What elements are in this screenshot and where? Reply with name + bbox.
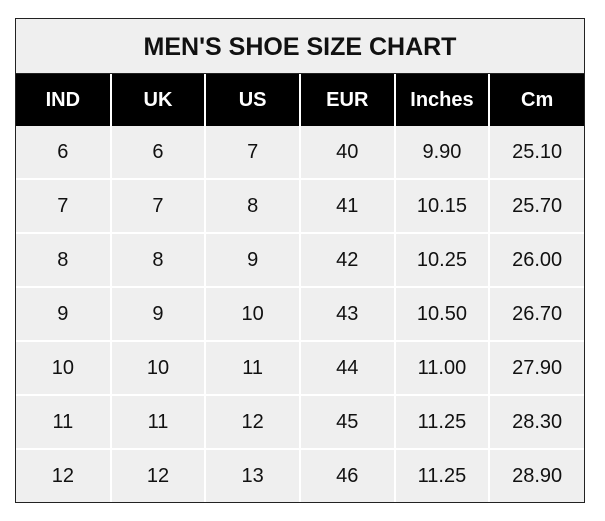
cell-ind: 6 [16,126,111,179]
cell-eur: 43 [298,286,395,341]
cell-eur: 40 [298,126,395,179]
cell-inches: 11.25 [393,394,490,449]
cell-eur: 46 [298,448,395,502]
cell-us: 9 [204,232,300,287]
cell-ind: 12 [16,448,111,502]
table-row: 11 11 12 45 11.25 28.30 [16,394,584,449]
cell-uk: 7 [109,178,206,233]
cell-inches: 10.50 [393,286,490,341]
cell-inches: 10.15 [393,178,490,233]
cell-us: 7 [204,126,300,179]
size-table: IND UK US EUR Inches Cm 6 6 7 40 9.90 25.10 7 7 8 41 10… [16,74,584,502]
column-header-eur: EUR [298,74,395,126]
cell-uk: 8 [109,232,206,287]
cell-ind: 10 [16,340,111,395]
size-chart: MEN'S SHOE SIZE CHART IND UK US EUR Inches Cm… [15,18,585,503]
table-row: 10 10 11 44 11.00 27.90 [16,340,584,395]
cell-cm: 25.10 [488,126,584,179]
table-row: 12 12 13 46 11.25 28.90 [16,448,584,502]
column-header-uk: UK [109,74,206,126]
cell-uk: 6 [109,126,206,179]
table-row: 8 8 9 42 10.25 26.00 [16,232,584,287]
cell-uk: 11 [109,394,206,449]
cell-inches: 9.90 [393,126,490,179]
cell-ind: 7 [16,178,111,233]
cell-ind: 8 [16,232,111,287]
header-row: IND UK US EUR Inches Cm [16,74,584,126]
cell-us: 12 [204,394,300,449]
cell-us: 10 [204,286,300,341]
cell-eur: 41 [298,178,395,233]
cell-cm: 28.30 [488,394,584,449]
column-header-inches: Inches [393,74,490,126]
cell-inches: 11.25 [393,448,490,502]
cell-cm: 27.90 [488,340,584,395]
table-row: 6 6 7 40 9.90 25.10 [16,126,584,179]
cell-cm: 26.70 [488,286,584,341]
column-header-us: US [204,74,300,126]
cell-ind: 11 [16,394,111,449]
cell-cm: 28.90 [488,448,584,502]
cell-inches: 10.25 [393,232,490,287]
cell-inches: 11.00 [393,340,490,395]
chart-title: MEN'S SHOE SIZE CHART [16,19,584,74]
cell-uk: 9 [109,286,206,341]
cell-eur: 45 [298,394,395,449]
column-header-ind: IND [16,74,111,126]
cell-cm: 25.70 [488,178,584,233]
table-row: 9 9 10 43 10.50 26.70 [16,286,584,341]
cell-eur: 44 [298,340,395,395]
cell-us: 11 [204,340,300,395]
column-header-cm: Cm [488,74,584,126]
cell-uk: 12 [109,448,206,502]
cell-uk: 10 [109,340,206,395]
cell-ind: 9 [16,286,111,341]
cell-us: 8 [204,178,300,233]
cell-eur: 42 [298,232,395,287]
cell-us: 13 [204,448,300,502]
table-row: 7 7 8 41 10.15 25.70 [16,178,584,233]
cell-cm: 26.00 [488,232,584,287]
